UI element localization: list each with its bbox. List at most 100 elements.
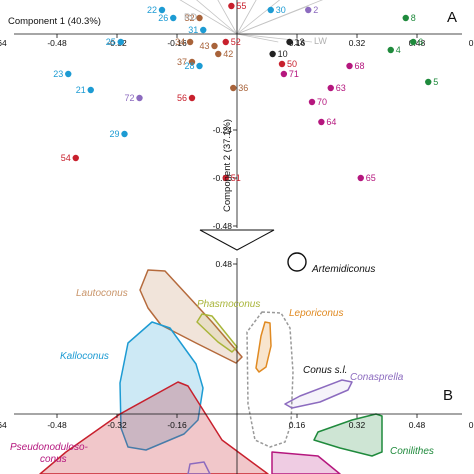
data-point [305,6,312,14]
loading-vector-line [236,0,324,35]
b-x-ticks: -0.64 -0.48 -0.32 -0.16 0.16 0.32 0.48 0.64 [0,414,474,430]
a-x-tick-label: 0.64 [469,38,474,48]
data-point-label: 70 [317,97,327,107]
loading-vector-line [179,0,238,35]
data-point-label: 42 [223,49,233,59]
data-point [188,94,196,102]
data-point-label: 23 [53,69,63,79]
vector-label-rd: RD [184,12,197,22]
b-x-tick-label: -0.32 [107,420,127,430]
b-x-tick-label: -0.16 [167,420,187,430]
data-point [410,38,417,46]
panel-label-a: A [447,9,457,26]
data-point-label: 32 [184,13,194,23]
data-point-label: 36 [238,83,248,93]
a-y-axis-title: Component 2 (37.1%) [222,119,233,212]
label-leporiconus: Leporiconus [289,308,343,319]
data-point [222,174,229,182]
data-point-label: 34 [175,37,185,47]
b-y-ticks: 0.48 [215,259,237,269]
data-point [267,6,274,14]
loading-vector-line [196,0,238,35]
b-x-tick-label: 0.16 [289,420,306,430]
data-point-label: 25 [106,37,116,47]
label-lautoconus: Lautoconus [76,288,128,299]
conus-word: Conus s.l. [303,365,347,376]
data-point [196,62,203,70]
hull-phasmoconus [196,313,238,353]
panel-label-b: B [443,387,453,404]
data-point-label: 55 [236,1,246,11]
b-x-tick-label: 0.64 [469,420,474,430]
a-x-axis-title: Component 1 (40.3%) [8,16,101,27]
data-point-label: 64 [326,117,336,127]
label-kalloconus: Kalloconus [60,351,109,362]
hull-conus-sl [246,311,294,448]
a-y-ticks: -0.24 -0.36 -0.48 [213,125,237,231]
vector-label-lw: LW [314,36,327,46]
label-conasprella: Conasprella [350,372,404,383]
data-point-label: 51 [231,173,241,183]
data-point-label: 22 [147,5,157,15]
data-point [72,154,79,162]
a-x-tick-label: 0.32 [349,38,366,48]
data-point-label: 5 [433,77,438,87]
b-y-tick-label: 0.48 [215,259,232,269]
data-point-label: 65 [366,173,376,183]
data-point-label: 52 [231,37,241,47]
data-point [222,38,229,46]
hull-conasprella [284,379,353,409]
data-point-label: 2 [313,5,318,15]
data-point-label: 50 [287,59,297,69]
data-point [308,98,316,106]
label-conus-sl: Conus s.l. [303,365,347,376]
loading-vector-line [217,0,238,35]
a-x-tick-label: -0.48 [47,38,67,48]
data-point-label: 6 [418,37,423,47]
a-x-tick-label: -0.64 [0,38,7,48]
data-point-label: 37 [177,57,187,67]
data-point-label: 28 [184,61,194,71]
b-x-tick-label: -0.64 [0,420,7,430]
data-point [215,50,222,58]
panel-b: -0.64 -0.48 -0.32 -0.16 0.16 0.32 0.48 0.64 0.4… [0,252,474,474]
data-point [170,14,177,22]
data-point [158,6,166,14]
data-point [136,94,143,102]
data-point [188,58,196,66]
label-pseudonodulosoconus-2: conus [40,454,67,465]
label-pseudonodulosoconus-1: Pseudonoduloso- [10,442,89,453]
label-conilithes: Conilithes [390,446,434,457]
hull-purple-small [187,461,211,474]
b-x-tick-label: 0.32 [349,420,366,430]
data-point-label: 54 [61,153,71,163]
a-x-tick-label: -0.16 [167,38,187,48]
b-x-tick-label: 0.48 [409,420,426,430]
loading-vector-line [236,0,281,35]
panel-a: -0.64 -0.48 -0.32 -0.16 0.16 0.32 0.48 0.64 -0.… [0,0,474,231]
data-point-label: 10 [278,49,288,59]
data-point-label: 31 [188,25,198,35]
data-point [121,130,128,138]
artemidiconus-marker [287,252,307,272]
data-point [357,174,364,182]
data-point [286,38,293,46]
data-point [186,38,194,46]
a-x-tick-label: -0.32 [107,38,127,48]
data-point [211,42,218,50]
data-point [425,78,432,86]
data-point [278,60,286,68]
b-x-tick-label: -0.48 [47,420,67,430]
a-y-tick-label: -0.48 [213,221,233,231]
data-point [117,38,124,46]
data-point-label: 13 [295,37,305,47]
data-point [402,14,409,22]
hull-leporiconus [255,321,272,373]
data-point [65,70,72,78]
a-x-tick-label: 0.48 [409,38,426,48]
data-point [87,86,94,94]
label-phasmoconus: Phasmoconus [197,299,260,310]
data-point-label: 21 [76,85,86,95]
data-point [280,70,288,78]
